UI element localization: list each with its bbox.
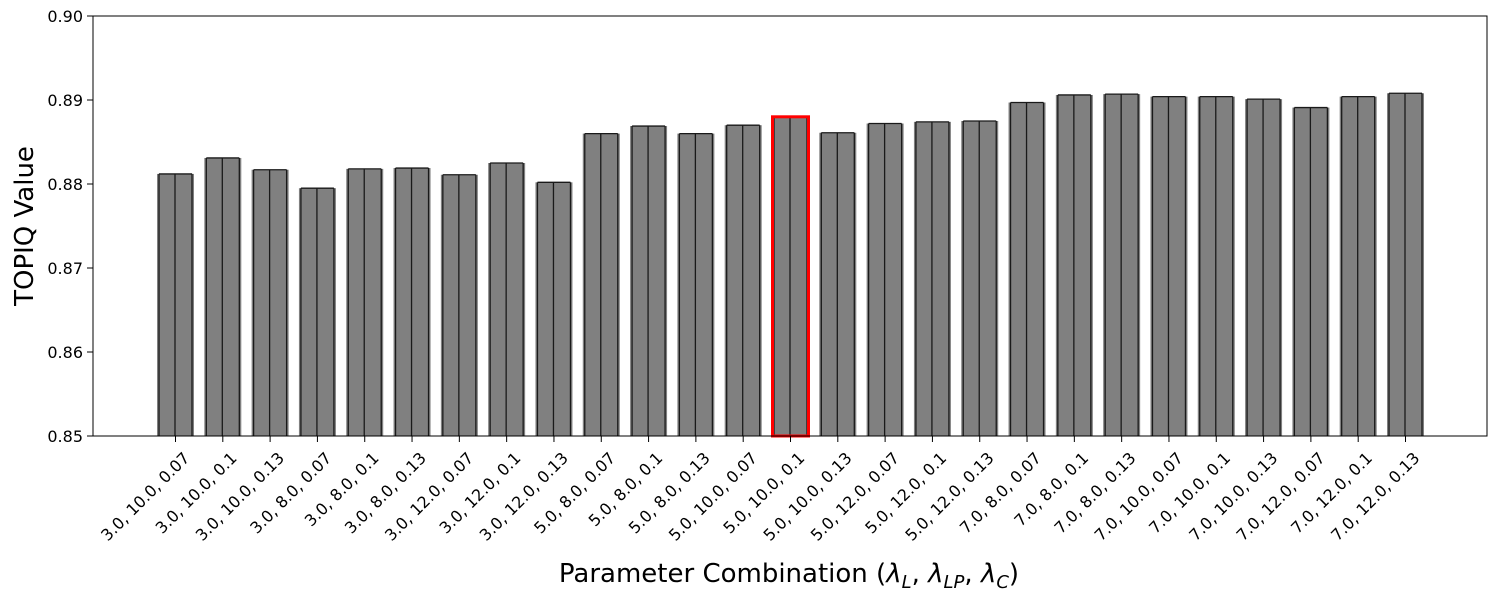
y-tick-label: 0.87 [47, 259, 83, 278]
x-tick-label: 7.0, 12.0, 0.13 [1327, 448, 1423, 544]
x-tick-label: 7.0, 8.0, 0.07 [956, 448, 1045, 537]
y-tick-label: 0.86 [47, 343, 83, 362]
x-tick-label: 3.0, 10.0, 0.1 [152, 448, 241, 537]
x-tick-label: 7.0, 12.0, 0.1 [1287, 448, 1376, 537]
x-tick-label: 5.0, 12.0, 0.1 [861, 448, 950, 537]
x-axis-ticks: 3.0, 10.0, 0.073.0, 10.0, 0.13.0, 10.0, … [97, 436, 1423, 545]
y-tick-label: 0.90 [47, 7, 83, 26]
bars-group [157, 92, 1424, 438]
y-axis-title: TOPIQ Value [10, 146, 40, 307]
x-axis-title: Parameter Combination (λL, λLP, λC) [559, 559, 1019, 593]
x-tick-label: 7.0, 8.0, 0.13 [1051, 448, 1140, 537]
x-tick-label: 3.0, 8.0, 0.07 [246, 448, 335, 537]
x-tick-label: 7.0, 10.0, 0.1 [1145, 448, 1234, 537]
y-tick-label: 0.88 [47, 175, 83, 194]
y-axis-ticks: 0.85 0.86 0.87 0.88 0.89 0.90 [47, 7, 93, 446]
x-tick-label: 5.0, 8.0, 0.13 [625, 448, 714, 537]
y-tick-label: 0.89 [47, 91, 83, 110]
x-tick-label: 3.0, 12.0, 0.1 [436, 448, 525, 537]
x-tick-label: 3.0, 8.0, 0.13 [341, 448, 430, 537]
plot-frame [92, 15, 1488, 437]
y-tick-label: 0.85 [47, 427, 83, 446]
x-tick-label: 5.0, 8.0, 0.07 [530, 448, 619, 537]
x-tick-label: 5.0, 10.0, 0.1 [719, 448, 808, 537]
